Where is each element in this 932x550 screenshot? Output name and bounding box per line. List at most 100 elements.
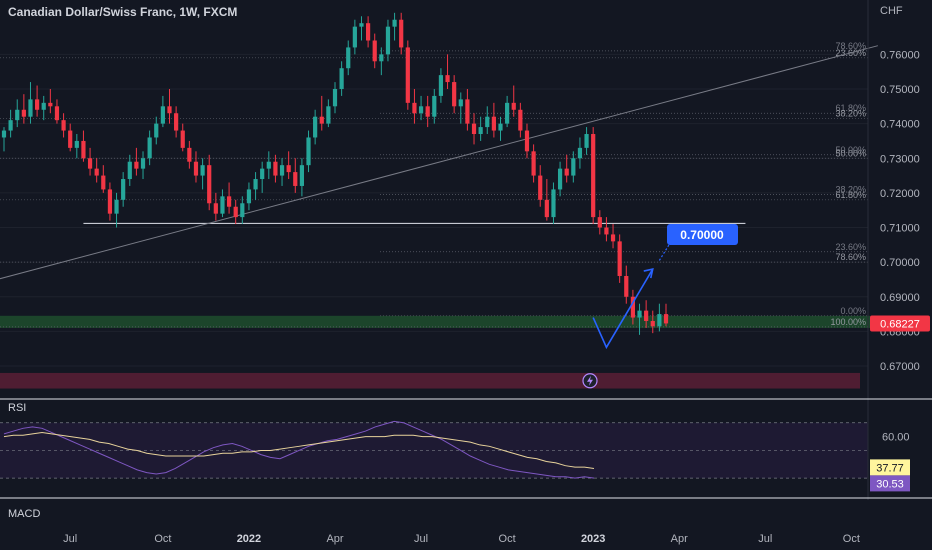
candle	[624, 275, 629, 297]
current-price-label: 0.68227	[880, 319, 920, 331]
candle	[511, 102, 516, 110]
fib-level-label: 100.00%	[830, 317, 866, 327]
time-tick-label: Oct	[499, 533, 516, 545]
candle	[332, 88, 338, 107]
candle	[604, 227, 609, 235]
candle	[101, 175, 106, 190]
candle	[445, 75, 450, 83]
candle	[478, 127, 483, 135]
candle	[167, 106, 172, 114]
rsi-title: RSI	[8, 402, 27, 414]
candle	[471, 123, 477, 135]
candle	[220, 196, 225, 214]
target-label-box	[667, 224, 738, 245]
price-tick-label: 0.72000	[880, 188, 920, 200]
candle	[571, 158, 576, 176]
candle	[293, 172, 298, 186]
macd-title: MACD	[8, 508, 41, 520]
candle	[412, 102, 417, 114]
fib-level-label: 23.60%	[835, 242, 866, 252]
candle	[518, 109, 523, 131]
time-tick-label: 2023	[581, 533, 605, 545]
candle	[551, 189, 556, 218]
time-tick-label: Apr	[671, 533, 688, 545]
candle	[505, 102, 510, 124]
time-axis: Jul Oct 2022 Apr Jul Oct 2023 Apr Jul Oct	[0, 520, 932, 550]
candle	[637, 310, 642, 318]
candle	[306, 137, 311, 166]
candle	[15, 109, 20, 121]
time-tick-label: Oct	[154, 533, 171, 545]
candle	[187, 147, 192, 162]
fib-level-label: 50.00%	[835, 145, 866, 155]
rsi-chart[interactable]: 60.00 37.77 30.53	[0, 400, 932, 500]
time-tick-label: Apr	[326, 533, 343, 545]
price-chart[interactable]: 78.60%61.80%50.00%38.20%23.60%0.00%23.60…	[0, 0, 932, 400]
time-axis-background	[0, 520, 932, 550]
candle	[617, 241, 622, 276]
candle	[28, 99, 33, 117]
candle	[425, 106, 430, 117]
candle	[87, 158, 93, 169]
fib-level-label: 78.60%	[835, 252, 866, 262]
trendline	[0, 45, 878, 280]
candle	[438, 75, 444, 96]
candle	[452, 82, 457, 107]
candle	[597, 217, 602, 228]
price-tick-label: 0.71000	[880, 223, 920, 235]
rsi-line	[3, 420, 595, 479]
candle	[226, 196, 232, 207]
candle	[154, 123, 159, 138]
candle	[359, 23, 364, 27]
candle	[81, 140, 86, 159]
candle	[21, 109, 26, 117]
arrow-head	[643, 268, 654, 279]
candle	[485, 116, 490, 128]
candle	[107, 189, 113, 214]
candle	[68, 130, 73, 148]
candle	[557, 168, 563, 190]
candle	[385, 26, 391, 55]
candle	[1, 130, 7, 138]
candle	[346, 47, 351, 69]
candle	[372, 40, 377, 62]
candle	[405, 47, 410, 103]
candle	[121, 179, 126, 200]
candle	[260, 168, 265, 180]
candle	[193, 161, 199, 176]
fib-level-label: 61.80%	[835, 190, 866, 200]
candle	[392, 19, 397, 27]
price-tick-label: 0.70000	[880, 257, 920, 269]
candle	[544, 199, 549, 218]
rsi-tick-label: 60.00	[882, 432, 910, 444]
rsi-ma-badge	[870, 459, 910, 476]
candle	[147, 137, 152, 159]
candle	[610, 234, 616, 242]
candle	[266, 161, 271, 169]
candle	[127, 161, 132, 180]
candle	[326, 106, 331, 124]
candle	[279, 165, 285, 176]
candle	[564, 168, 569, 176]
candle	[253, 179, 258, 190]
candle	[114, 199, 119, 214]
candle	[41, 102, 46, 110]
candle	[524, 130, 530, 152]
time-tick-label: 2022	[237, 533, 261, 545]
candle	[160, 106, 165, 124]
time-tick-label: Jul	[758, 533, 772, 545]
candle	[319, 116, 324, 124]
price-tick-label: 0.67000	[880, 361, 920, 373]
fib-level-label: 78.60%	[835, 41, 866, 51]
rsi-value: 30.53	[876, 478, 904, 490]
fib-level-label: 0.00%	[840, 306, 866, 316]
candle	[207, 165, 212, 204]
rsi-value-badge	[870, 475, 910, 492]
candle	[379, 54, 384, 62]
candle	[35, 99, 40, 110]
time-tick-label: Jul	[414, 533, 428, 545]
current-price-badge	[870, 315, 930, 332]
candle	[61, 120, 66, 131]
candle	[399, 19, 404, 48]
candle	[134, 161, 139, 169]
